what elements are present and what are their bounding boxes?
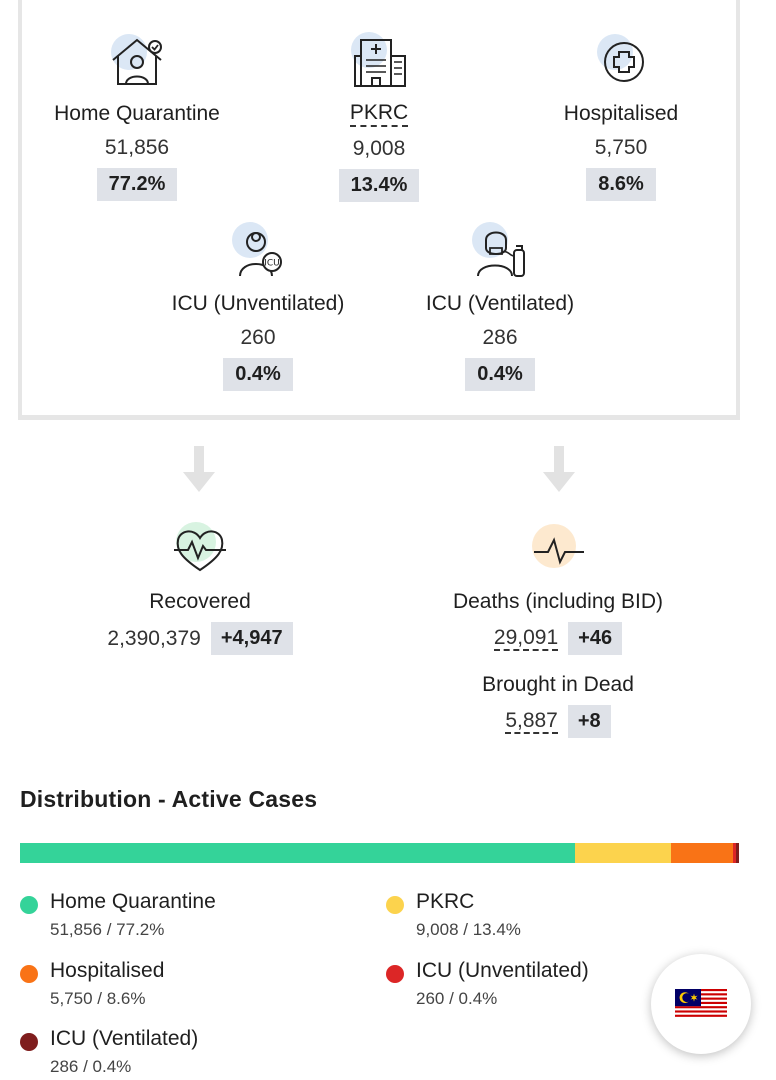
- stat-icu-ventilated: ICU (Ventilated) 286 0.4%: [370, 220, 630, 391]
- country-flag-button[interactable]: [651, 954, 751, 1054]
- recovered-value: 2,390,379: [107, 626, 201, 650]
- legend-name: Hospitalised: [50, 959, 165, 982]
- legend-item-pkrc: PKRC 9,008 / 13.4%: [386, 890, 521, 940]
- recovered-label: Recovered: [149, 590, 251, 613]
- bar-segment-pkrc: [575, 843, 672, 863]
- legend-dot: [20, 965, 38, 983]
- legend-name: Home Quarantine: [50, 890, 216, 913]
- deaths-label: Deaths (including BID): [452, 590, 664, 613]
- stat-label: Hospitalised: [563, 102, 679, 125]
- stat-value: 286: [482, 326, 518, 349]
- stat-label: ICU (Unventilated): [171, 292, 345, 315]
- stat-percentage: 77.2%: [96, 168, 178, 201]
- stat-percentage: 8.6%: [586, 168, 656, 201]
- stat-value: 51,856: [104, 136, 170, 159]
- legend-item-hospitalised: Hospitalised 5,750 / 8.6%: [20, 959, 164, 1009]
- stat-home-quarantine: Home Quarantine 51,856 77.2%: [7, 30, 267, 201]
- bar-segment-home-quarantine: [20, 843, 576, 863]
- pulse-line-icon: [530, 520, 586, 576]
- legend-sub: 5,750 / 8.6%: [50, 989, 146, 1008]
- legend-dot: [20, 1033, 38, 1051]
- legend-item-icu-unventilated: ICU (Unventilated) 260 / 0.4%: [386, 959, 589, 1009]
- deaths-value[interactable]: 29,091: [493, 625, 559, 651]
- malaysia-flag-icon: [675, 989, 727, 1019]
- deaths-delta: +46: [568, 622, 623, 655]
- bid-label: Brought in Dead: [482, 673, 634, 696]
- stat-percentage: 0.4%: [223, 358, 293, 391]
- bid-delta: +8: [567, 705, 611, 738]
- arrow-down-icon: [183, 446, 215, 492]
- legend-sub: 9,008 / 13.4%: [416, 920, 521, 939]
- legend-sub: 260 / 0.4%: [416, 989, 498, 1008]
- stat-label: ICU (Ventilated): [425, 292, 575, 315]
- legend-dot: [386, 965, 404, 983]
- legend-dot: [20, 896, 38, 914]
- stat-label: Home Quarantine: [54, 102, 220, 125]
- bar-segment-hospitalised: [671, 843, 734, 863]
- stat-percentage: 13.4%: [338, 169, 420, 202]
- flow-frame-bottom: [18, 410, 740, 420]
- medical-cross-icon: [589, 30, 653, 94]
- arrow-down-icon: [543, 446, 575, 492]
- stat-pkrc: PKRC 9,008 13.4%: [249, 30, 509, 202]
- distribution-title: Distribution - Active Cases: [20, 786, 318, 812]
- recovered-summary: Recovered 2,390,379 +4,947: [70, 520, 330, 655]
- house-person-icon: [105, 30, 169, 94]
- stat-hospitalised: Hospitalised 5,750 8.6%: [491, 30, 751, 201]
- legend-item-home-quarantine: Home Quarantine 51,856 / 77.2%: [20, 890, 216, 940]
- legend-item-icu-ventilated: ICU (Ventilated) 286 / 0.4%: [20, 1027, 198, 1077]
- bid-value[interactable]: 5,887: [505, 708, 558, 734]
- legend-name: PKRC: [416, 890, 475, 913]
- legend-name: ICU (Ventilated): [50, 1027, 199, 1050]
- legend-sub: 51,856 / 77.2%: [50, 920, 165, 939]
- ventilator-patient-icon: [468, 220, 532, 284]
- stat-value: 5,750: [594, 136, 648, 159]
- legend-name: ICU (Unventilated): [416, 959, 589, 982]
- stat-value: 9,008: [352, 137, 406, 160]
- distribution-bar: [20, 843, 739, 863]
- deaths-summary: Deaths (including BID) 29,091 +46 Brough…: [418, 520, 698, 738]
- bar-segment-icu-unventilated: [733, 843, 737, 863]
- svg-text:ICU: ICU: [264, 259, 280, 269]
- bar-segment-icu-ventilated: [736, 843, 739, 863]
- heartbeat-icon: [172, 520, 228, 576]
- icu-doctor-icon: ICU: [226, 220, 290, 284]
- flow-frame: [18, 0, 740, 420]
- stat-percentage: 0.4%: [465, 358, 535, 391]
- recovered-delta: +4,947: [210, 622, 293, 655]
- stat-value: 260: [240, 326, 276, 349]
- stat-label[interactable]: PKRC: [349, 102, 409, 127]
- legend-sub: 286 / 0.4%: [50, 1057, 132, 1076]
- legend-dot: [386, 896, 404, 914]
- building-icon: [347, 30, 411, 94]
- stat-icu-unventilated: ICU ICU (Unventilated) 260 0.4%: [128, 220, 388, 391]
